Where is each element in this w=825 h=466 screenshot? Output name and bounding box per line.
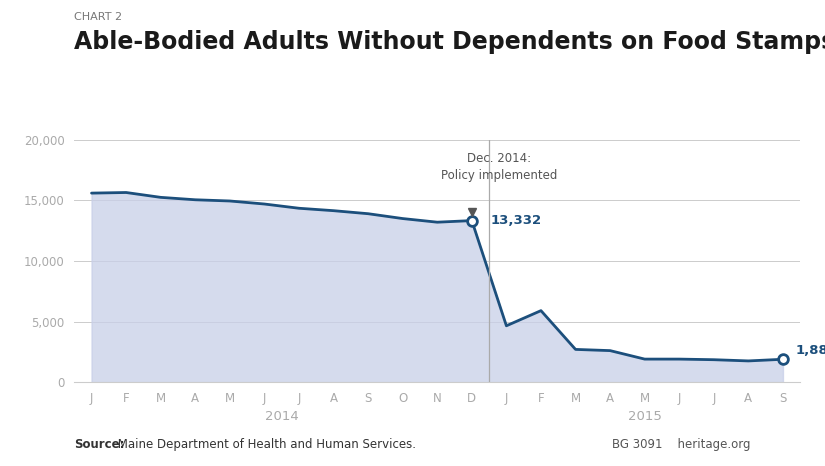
Text: BG 3091    heritage.org: BG 3091 heritage.org <box>612 438 751 451</box>
Text: 1,886: 1,886 <box>795 344 825 357</box>
Text: 2015: 2015 <box>628 410 662 423</box>
Text: Maine Department of Health and Human Services.: Maine Department of Health and Human Ser… <box>114 438 416 451</box>
Text: CHART 2: CHART 2 <box>74 12 122 21</box>
Text: 13,332: 13,332 <box>491 214 542 227</box>
Text: Source:: Source: <box>74 438 125 451</box>
Text: Able-Bodied Adults Without Dependents on Food Stamps in Maine: Able-Bodied Adults Without Dependents on… <box>74 30 825 55</box>
Text: Dec. 2014:
Policy implemented: Dec. 2014: Policy implemented <box>441 152 558 182</box>
Text: 2014: 2014 <box>265 410 299 423</box>
